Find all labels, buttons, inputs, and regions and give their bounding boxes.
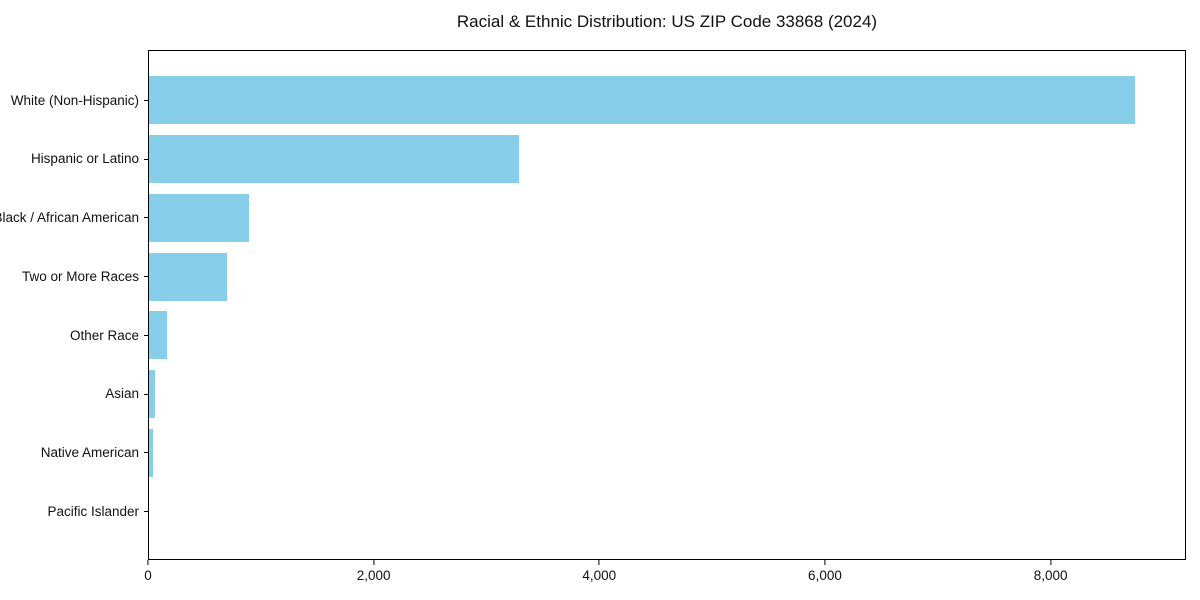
x-tick-mark (824, 560, 826, 565)
y-axis-category-label: Hispanic or Latino (30, 151, 139, 167)
bar-row: White (Non-Hispanic) (11, 71, 1185, 130)
x-axis: 0 2,000 4,000 6,000 8,000 (144, 560, 1186, 590)
y-axis-category-label: Pacific Islander (47, 503, 139, 519)
bar-row: Hispanic or Latino (31, 130, 1185, 189)
y-tick-mark (144, 393, 149, 395)
bar-rows: White (Non-Hispanic) Hispanic or Latino Bl… (0, 51, 1185, 559)
bar (149, 311, 168, 360)
x-tick-mark (1050, 560, 1052, 565)
chart-title: Racial & Ethnic Distribution: US ZIP Cod… (456, 12, 878, 31)
bar (149, 252, 227, 301)
x-tick-mark (373, 560, 375, 565)
y-axis-category-label: Black / African American (0, 210, 139, 226)
y-tick-mark (144, 334, 149, 336)
y-axis-category-label: Asian (105, 386, 139, 402)
bar (149, 428, 153, 477)
x-tick-label: 8,000 (1033, 568, 1068, 583)
y-axis-category-label: Other Race (69, 327, 139, 343)
y-axis-category-label: White (Non-Hispanic) (10, 92, 139, 108)
x-tick-label: 4,000 (582, 568, 617, 583)
bar (149, 135, 520, 184)
bar-row: Other Race (70, 306, 1185, 365)
bar-row: Pacific Islander (47, 482, 1185, 541)
x-tick-mark (598, 560, 600, 565)
bar-row: Asian (105, 365, 1185, 424)
y-tick-mark (144, 276, 149, 278)
x-tick-label: 0 (144, 568, 152, 583)
y-tick-mark (144, 511, 149, 513)
bar-row: Black / African American (0, 189, 1185, 248)
bar (149, 193, 249, 242)
y-tick-mark (144, 158, 149, 160)
x-tick-label: 6,000 (808, 568, 842, 583)
y-tick-mark (144, 99, 149, 101)
x-tick-label: 2,000 (356, 568, 391, 583)
y-tick-mark (144, 452, 149, 454)
bar (149, 370, 155, 419)
bar-row: Native American (41, 424, 1185, 483)
bar (149, 76, 1136, 125)
y-axis-category-label: Two or More Races (21, 268, 139, 284)
x-tick-mark (147, 560, 149, 565)
y-axis-category-label: Native American (40, 445, 139, 461)
bar-row: Two or More Races (22, 247, 1185, 306)
y-tick-mark (144, 217, 149, 219)
plot-area: White (Non-Hispanic) Hispanic or Latino Bl… (0, 50, 1186, 560)
